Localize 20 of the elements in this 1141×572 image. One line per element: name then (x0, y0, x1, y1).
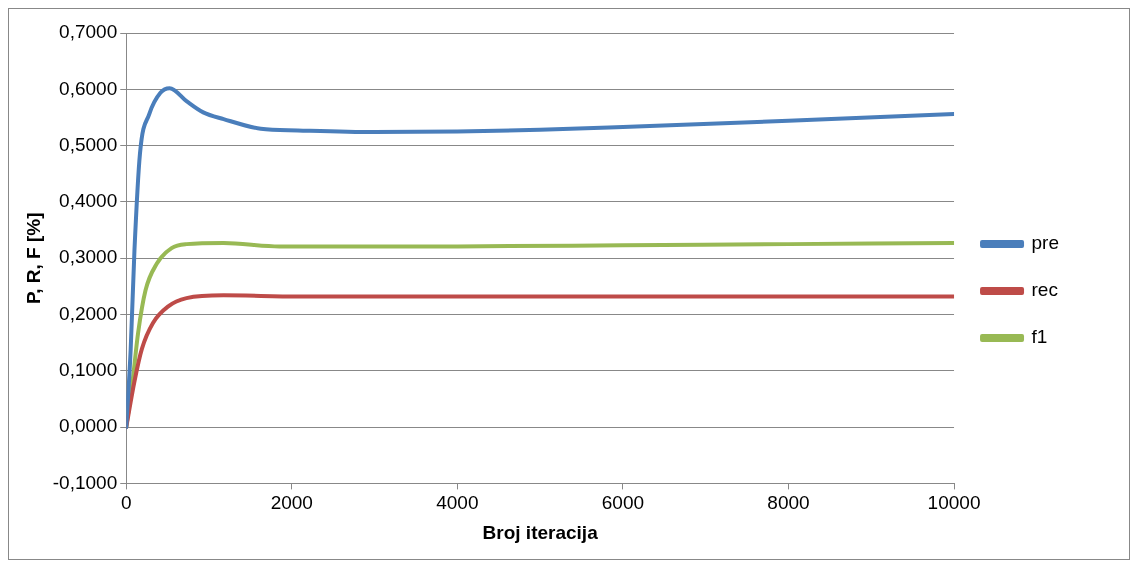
y-tick-label: 0,5000 (59, 133, 118, 155)
x-tick-label: 0 (120, 492, 132, 514)
x-tick-label: 8000 (767, 492, 810, 514)
x-tick-label: 2000 (270, 492, 313, 514)
x-axis-title: Broj iteracija (482, 521, 599, 543)
legend-label: f1 (1031, 326, 1048, 348)
y-tick-label: 0,2000 (59, 302, 118, 324)
y-tick-label: -0,1000 (52, 471, 118, 493)
y-tick-label: 0,6000 (59, 77, 118, 99)
y-tick-label: 0,4000 (59, 190, 118, 212)
legend-label: pre (1031, 232, 1060, 254)
y-axis-title: P, R, F [%] (22, 212, 44, 304)
y-tick-label: 0,0000 (59, 415, 118, 437)
legend-label: rec (1031, 279, 1058, 301)
x-tick-label: 6000 (601, 492, 645, 514)
y-tick-label: 0,3000 (59, 246, 118, 268)
x-tick-label: 4000 (436, 492, 479, 514)
x-tick-label: 10000 (927, 492, 981, 514)
y-tick-label: 0,1000 (59, 359, 118, 381)
y-tick-label: 0,7000 (59, 21, 118, 43)
